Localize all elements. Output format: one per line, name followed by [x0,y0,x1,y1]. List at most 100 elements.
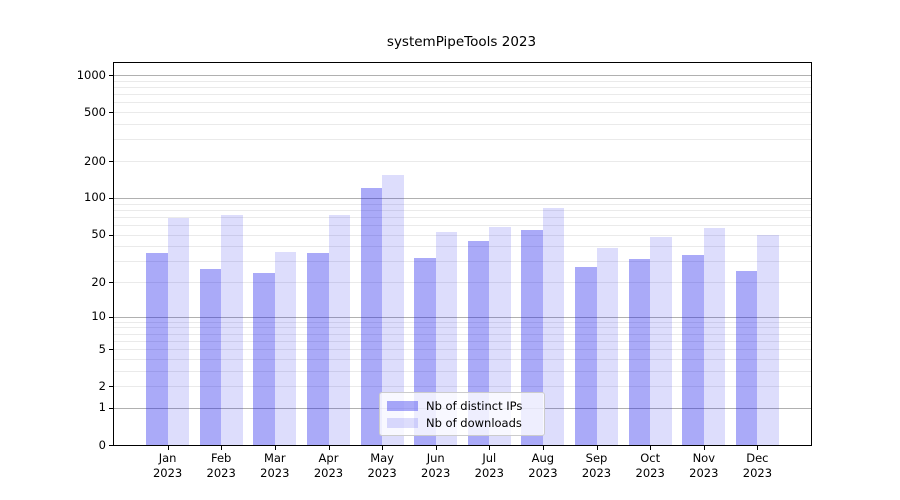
ytick-label-1: 1 [98,400,106,415]
bar-ips-aug [521,230,543,445]
ytick-mark-1 [109,407,113,409]
gridline-10 [114,316,811,318]
xtick-label-dec: Dec 2023 [742,451,773,480]
bar-downloads-mar [274,251,297,445]
ytick-mark-10 [109,316,113,318]
gridline-40 [114,246,811,248]
gridline-80 [114,209,811,211]
bar-downloads-apr [328,215,350,445]
ytick-label-2: 2 [98,378,106,393]
gridline-5 [114,349,811,351]
plot-area: Nb of distinct IPs Nb of downloads [113,62,812,446]
xtick-mark-mar [274,446,276,450]
xtick-label-jan: Jan 2023 [152,451,183,480]
ytick-mark-1000 [109,75,113,76]
gridline-2 [114,386,811,388]
gridline-900 [114,80,811,82]
xtick-mark-jan [167,446,169,450]
gridline-8 [114,327,811,329]
gridline-50 [114,234,811,236]
legend-label-downloads: Nb of downloads [426,415,522,430]
bar-downloads-may [382,175,404,445]
ytick-mark-50 [109,234,113,236]
bar-downloads-sep [596,247,618,445]
bar-ips-mar [253,272,275,445]
xtick-label-feb: Feb 2023 [206,451,236,480]
xtick-mark-nov [703,446,705,450]
ytick-label-0: 0 [98,437,106,452]
xtick-mark-aug [542,446,544,450]
bar-downloads-aug [542,208,565,445]
xtick-label-jun: Jun 2023 [421,451,451,480]
ytick-mark-20 [109,282,113,283]
xtick-mark-jul [489,446,491,450]
xtick-label-apr: Apr 2023 [313,451,344,480]
gridline-3 [114,370,811,372]
bar-ips-jan [146,253,168,445]
xtick-mark-may [382,446,384,450]
xtick-label-jul: Jul 2023 [474,451,504,480]
bar-downloads-jan [167,218,190,445]
gridline-500 [114,112,811,114]
bar-downloads-jul [489,226,511,445]
ytick-mark-2 [109,386,113,388]
gridline-90 [114,203,811,205]
legend: Nb of distinct IPs Nb of downloads [379,392,545,436]
gridline-7 [114,333,811,335]
gridline-60 [114,224,811,226]
xtick-mark-jun [435,446,437,450]
bar-ips-feb [199,268,222,445]
xtick-mark-sep [596,446,598,450]
chart-title: systemPipeTools 2023 [386,34,537,50]
xtick-label-mar: Mar 2023 [260,451,290,480]
gridline-9 [114,321,811,323]
xtick-label-aug: Aug 2023 [528,451,558,480]
bar-downloads-oct [650,236,672,445]
ytick-mark-100 [109,197,113,199]
bar-ips-oct [628,259,651,445]
bar-ips-nov [682,254,704,445]
gridline-30 [114,261,811,263]
ytick-label-10: 10 [91,309,106,324]
legend-swatch-distinct-ips [387,400,418,411]
legend-swatch-downloads [387,417,418,428]
xtick-mark-apr [328,446,330,450]
gridline-600 [114,102,811,104]
ytick-label-1000: 1000 [76,67,106,82]
gridline-4 [114,358,811,360]
ytick-label-100: 100 [84,190,106,205]
ytick-label-200: 200 [84,153,106,168]
xtick-label-oct: Oct 2023 [635,451,665,480]
xtick-label-nov: Nov 2023 [689,451,719,480]
bar-downloads-nov [703,227,726,445]
legend-item-downloads: Nb of downloads [387,414,537,431]
gridline-200 [114,161,811,162]
xtick-mark-feb [221,446,223,450]
gridline-800 [114,87,811,88]
ytick-label-5: 5 [98,341,106,356]
xtick-label-may: May 2023 [367,451,397,480]
bar-downloads-dec [757,234,779,445]
xtick-mark-oct [650,446,652,450]
gridline-300 [114,139,811,141]
bar-downloads-jun [435,232,458,445]
gridline-1000 [114,75,811,76]
gridline-6 [114,340,811,342]
bar-ips-dec [735,270,758,445]
bar-ips-apr [307,253,329,445]
gridline-70 [114,216,811,218]
ytick-mark-500 [109,112,113,114]
legend-item-distinct-ips: Nb of distinct IPs [387,397,537,414]
gridline-400 [114,124,811,125]
ytick-label-20: 20 [91,274,106,289]
xtick-mark-dec [757,446,759,450]
gridline-700 [114,94,811,96]
xtick-label-sep: Sep 2023 [581,451,612,480]
bar-ips-may [360,187,383,445]
ytick-label-500: 500 [84,104,106,119]
legend-label-distinct-ips: Nb of distinct IPs [426,398,523,413]
bar-downloads-feb [221,215,243,445]
gridline-20 [114,282,811,283]
ytick-mark-0 [109,445,113,446]
